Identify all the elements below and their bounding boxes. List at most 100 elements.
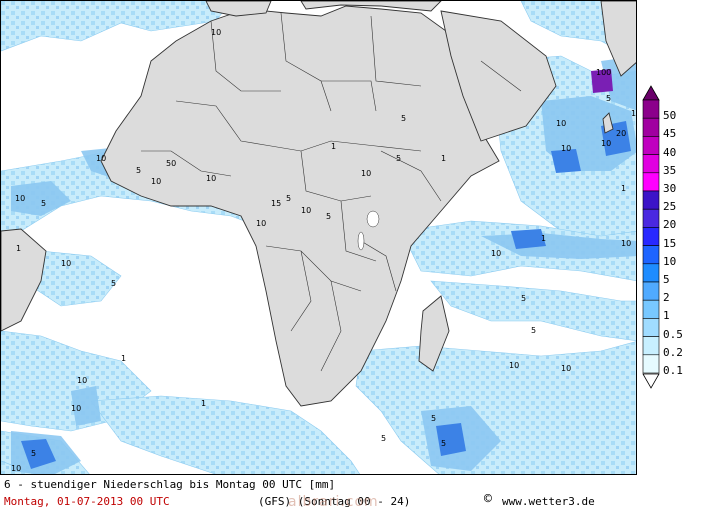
- svg-text:5: 5: [521, 294, 526, 303]
- precip-value-labels: 10 10 5 10 50 5 10 10 15 5 10 5 10 5 1 1…: [11, 28, 636, 473]
- legend-label: 1: [663, 309, 670, 323]
- svg-text:10: 10: [77, 376, 87, 385]
- svg-text:10: 10: [621, 239, 631, 248]
- svg-text:10: 10: [561, 364, 571, 373]
- legend-label: 0.2: [663, 345, 683, 359]
- svg-text:10: 10: [509, 361, 519, 370]
- svg-text:5: 5: [381, 434, 386, 443]
- legend-swatch: [642, 99, 660, 119]
- legend-swatch: [642, 190, 660, 210]
- map-title: 6 - stuendiger Niederschlag bis Montag 0…: [4, 478, 336, 491]
- legend-label: 40: [663, 145, 677, 159]
- legend-swatch: [642, 172, 660, 192]
- legend-label: 20: [663, 218, 677, 232]
- svg-text:10: 10: [256, 219, 266, 228]
- svg-text:10: 10: [151, 177, 161, 186]
- svg-text:10: 10: [211, 28, 221, 37]
- legend-swatch: [642, 299, 660, 319]
- svg-text:1: 1: [441, 154, 446, 163]
- india: [600, 1, 636, 77]
- svg-text:1: 1: [16, 244, 21, 253]
- legend-label: 0.1: [663, 364, 683, 377]
- svg-text:10: 10: [61, 259, 71, 268]
- svg-text:10: 10: [601, 139, 611, 148]
- svg-text:1: 1: [121, 354, 126, 363]
- svg-text:5: 5: [401, 114, 406, 123]
- svg-text:5: 5: [136, 166, 141, 175]
- svg-text:10: 10: [71, 404, 81, 413]
- watermark: albrari.com: [288, 494, 379, 510]
- scale-bottom-arrow: [642, 373, 660, 389]
- svg-text:15: 15: [271, 199, 281, 208]
- svg-text:10: 10: [491, 249, 501, 258]
- svg-text:1: 1: [331, 142, 336, 151]
- sri-lanka: [602, 112, 614, 134]
- legend-swatch: [642, 263, 660, 283]
- svg-text:5: 5: [396, 154, 401, 163]
- svg-text:10: 10: [11, 464, 21, 473]
- legend-swatch: [642, 318, 660, 337]
- legend-label: 10: [663, 254, 677, 268]
- svg-text:5: 5: [31, 449, 36, 458]
- svg-text:1: 1: [541, 234, 546, 243]
- madagascar: [418, 295, 450, 372]
- svg-text:10: 10: [556, 119, 566, 128]
- color-scale-legend: 50 45 40 35 30 25 20 15 10 5 2 1 0.5 0.2 0.1: [641, 84, 704, 394]
- map-canvas: 10 10 5 10 50 5 10 10 15 5 10 5 10 5 1 1…: [1, 1, 636, 474]
- legend-swatch: [642, 245, 660, 265]
- svg-text:10: 10: [561, 144, 571, 153]
- precipitation-map: 10 10 5 10 50 5 10 10 15 5 10 5 10 5 1 1…: [0, 0, 637, 475]
- svg-text:10: 10: [301, 206, 311, 215]
- country-borders: [141, 12, 522, 372]
- arabian-peninsula: [440, 10, 557, 142]
- africa: [100, 5, 500, 407]
- legend-swatch: [642, 227, 660, 246]
- svg-text:20: 20: [616, 129, 626, 138]
- legend-swatch: [642, 117, 660, 137]
- svg-text:10: 10: [361, 169, 371, 178]
- legend-label: 50: [663, 109, 677, 123]
- scale-top-arrow: [642, 85, 660, 101]
- map-footer: 6 - stuendiger Niederschlag bis Montag 0…: [0, 475, 637, 513]
- legend-label: 5: [663, 273, 670, 286]
- svg-text:100: 100: [596, 68, 611, 77]
- svg-text:5: 5: [111, 279, 116, 288]
- legend-label: 35: [663, 163, 677, 177]
- legend-swatch: [642, 136, 660, 155]
- south-america: [1, 228, 47, 332]
- svg-text:5: 5: [326, 212, 331, 221]
- svg-text:10: 10: [15, 194, 25, 203]
- lakes: [357, 210, 380, 251]
- legend-swatch: [642, 354, 660, 374]
- svg-text:5: 5: [606, 94, 611, 103]
- legend-swatch: [642, 208, 660, 228]
- svg-text:5: 5: [41, 199, 46, 208]
- svg-text:1: 1: [201, 399, 206, 408]
- svg-text:50: 50: [166, 159, 176, 168]
- legend-label: 15: [663, 236, 677, 250]
- svg-text:5: 5: [431, 414, 436, 423]
- color-scale-bar: [642, 85, 660, 389]
- legend-swatch: [642, 154, 660, 174]
- legend-swatch: [642, 336, 660, 356]
- land-masses: [1, 1, 636, 407]
- valid-date: Montag, 01-07-2013 00 UTC: [4, 495, 170, 508]
- svg-text:10: 10: [206, 174, 216, 183]
- model-run: (GFS) (Sonntag 00 - 24): [258, 495, 411, 508]
- legend-label: 25: [663, 200, 677, 214]
- svg-text:5: 5: [531, 326, 536, 335]
- legend-swatch: [642, 281, 660, 301]
- svg-text:10: 10: [96, 154, 106, 163]
- legend-label: 0.5: [663, 327, 683, 341]
- copyright-icon: ©: [484, 492, 492, 507]
- svg-text:1: 1: [631, 109, 636, 118]
- svg-text:5: 5: [286, 194, 291, 203]
- legend-label: 2: [663, 291, 670, 305]
- credit-text: www.wetter3.de: [502, 495, 595, 508]
- svg-text:5: 5: [441, 439, 446, 448]
- legend-label: 45: [663, 127, 677, 141]
- legend-label: 30: [663, 182, 677, 195]
- iberia-europe: [205, 1, 272, 17]
- svg-text:1: 1: [621, 184, 626, 193]
- europe-east: [300, 1, 442, 12]
